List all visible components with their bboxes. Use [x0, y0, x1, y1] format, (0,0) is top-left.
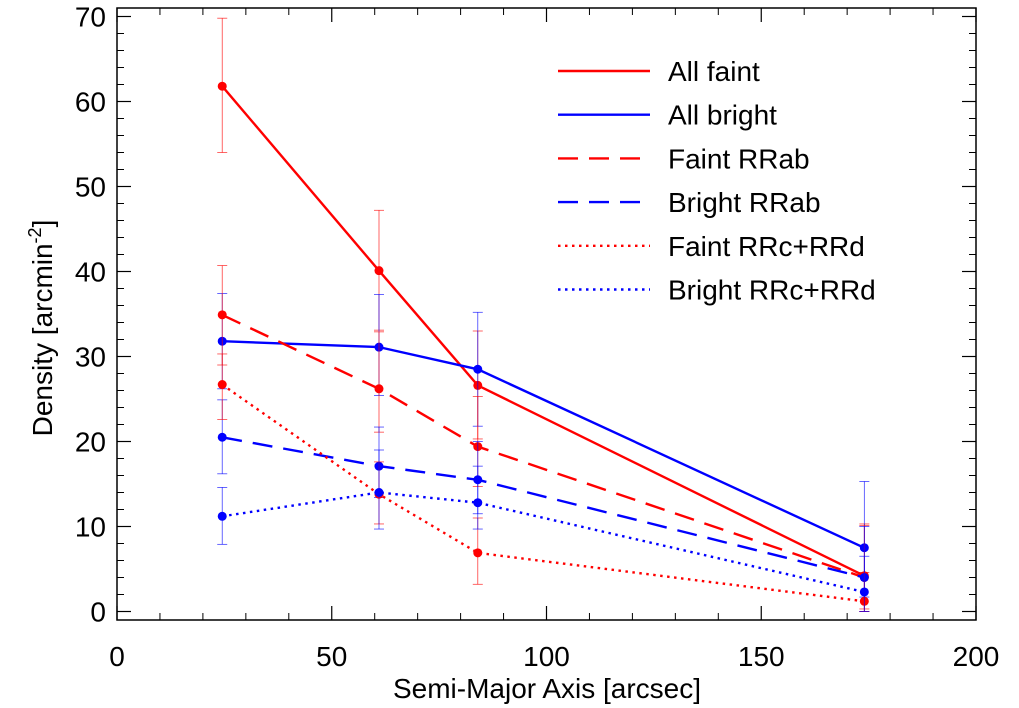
plot-area [217, 17, 870, 612]
series-3 [217, 265, 870, 612]
series-line [221, 313, 865, 579]
x-tick-label: 200 [953, 641, 1000, 672]
series-line [221, 85, 865, 577]
y-tick-label: 60 [75, 87, 106, 118]
x-axis-label: Semi-Major Axis [arcsec] [393, 673, 701, 704]
y-tick-label: 0 [90, 597, 106, 628]
series-6 [217, 449, 870, 612]
plot-frame [116, 7, 977, 621]
series-line [222, 340, 865, 549]
y-tick-label: 70 [75, 2, 106, 33]
x-tick-label: 100 [523, 641, 570, 672]
x-tick-label: 0 [109, 641, 125, 672]
legend-label: All bright [668, 100, 777, 131]
legend-label: Bright RRc+RRd [668, 275, 876, 306]
data-point [374, 266, 384, 276]
legend-label: Faint RRab [668, 143, 810, 174]
y-tick-label: 40 [75, 257, 106, 288]
data-point [374, 488, 384, 497]
data-point [217, 432, 227, 442]
data-point [374, 384, 384, 394]
y-axis-label-main: Density [arcmin [27, 243, 58, 436]
y-axis-label: Density [arcmin-2] [25, 220, 58, 437]
series-5 [217, 353, 870, 612]
data-point [217, 310, 227, 320]
legend-label: All faint [668, 56, 760, 87]
data-point [217, 81, 227, 91]
axis-ticks: 0 50 100 150 200 0 10 20 30 40 50 60 70 [75, 2, 1000, 673]
series-2 [217, 293, 870, 598]
data-point [473, 498, 483, 508]
data-point [859, 587, 869, 597]
y-tick-label: 10 [75, 512, 106, 543]
legend: All faint All bright Faint RRab Bright RRab… [558, 56, 876, 306]
y-axis-label-close: ] [27, 220, 58, 228]
legend-label: Faint RRc+RRd [668, 231, 865, 262]
x-tick-label: 150 [738, 641, 785, 672]
data-point [473, 548, 483, 558]
legend-label: Bright RRab [668, 187, 821, 218]
y-tick-label: 50 [75, 172, 106, 203]
y-tick-label: 30 [75, 342, 106, 373]
data-point [217, 511, 227, 521]
y-tick-label: 20 [75, 427, 106, 458]
series-line [222, 491, 865, 594]
data-point [217, 380, 227, 390]
y-axis-label-superscript: -2 [25, 227, 45, 243]
series-line [221, 436, 865, 579]
x-tick-label: 50 [316, 641, 347, 672]
data-point [473, 364, 483, 374]
